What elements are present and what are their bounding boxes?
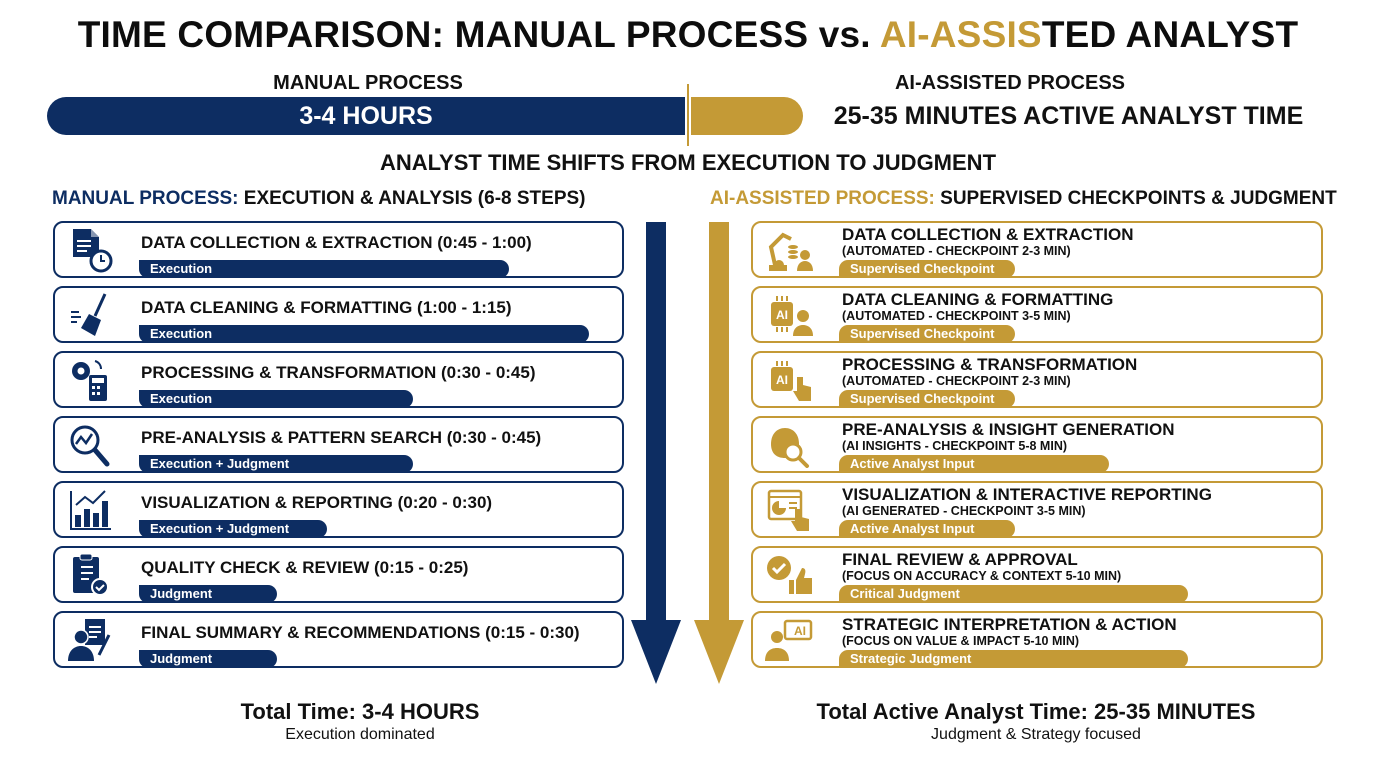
document-clock-icon (73, 229, 113, 273)
step-tag: Execution + Judgment (139, 520, 327, 538)
step-title: DATA COLLECTION & EXTRACTION (0:45 - 1:0… (141, 233, 532, 252)
bar-chart-icon (70, 490, 111, 530)
gear-calculator-icon (72, 360, 107, 401)
manual-step-card: PRE-ANALYSIS & PATTERN SEARCH (0:30 - 0:… (53, 416, 624, 473)
step-subtitle: (AUTOMATED - CHECKPOINT 2-3 MIN) (842, 374, 1071, 388)
ai-step-card: VISUALIZATION & INTERACTIVE REPORTING (A… (751, 481, 1323, 538)
title-part-end: TED ANALYST (1041, 14, 1299, 55)
step-subtitle: (AI GENERATED - CHECKPOINT 3-5 MIN) (842, 504, 1086, 518)
ai-step-card: PRE-ANALYSIS & INSIGHT GENERATION (AI IN… (751, 416, 1323, 473)
step-tag: Execution (139, 325, 589, 343)
check-thumbs-up-icon (767, 556, 812, 594)
ai-section-title: AI-ASSISTED PROCESS: SUPERVISED CHECKPOI… (710, 188, 1337, 210)
step-tag: Execution (139, 260, 509, 278)
step-tag: Judgment (139, 585, 277, 603)
step-subtitle: (AI INSIGHTS - CHECKPOINT 5-8 MIN) (842, 439, 1068, 453)
manual-step-card: QUALITY CHECK & REVIEW (0:15 - 0:25) Jud… (53, 546, 624, 603)
person-ai-chat-icon: AI (765, 619, 813, 661)
ai-chip-touch-icon: AI (771, 361, 811, 401)
manual-section-rest: EXECUTION & ANALYSIS (6-8 STEPS) (238, 188, 586, 209)
step-title: PRE-ANALYSIS & PATTERN SEARCH (0:30 - 0:… (141, 428, 542, 447)
ai-step-card: DATA COLLECTION & EXTRACTION (AUTOMATED … (751, 221, 1323, 278)
manual-down-arrow-icon (631, 222, 681, 684)
ai-process-label: AI-ASSISTED PROCESS (894, 72, 1126, 94)
step-tag: Supervised Checkpoint (839, 390, 1015, 408)
manual-time-bar: 3-4 HOURS (47, 97, 685, 135)
step-title: VISUALIZATION & REPORTING (0:20 - 0:30) (141, 493, 493, 512)
step-subtitle: (FOCUS ON VALUE & IMPACT 5-10 MIN) (842, 634, 1080, 648)
ai-total-time: Total Active Analyst Time: 25-35 MINUTES (816, 699, 1256, 724)
manual-process-label: MANUAL PROCESS (273, 72, 463, 94)
manual-step-card: FINAL SUMMARY & RECOMMENDATIONS (0:15 - … (53, 611, 624, 668)
step-tag: Supervised Checkpoint (839, 325, 1015, 343)
step-subtitle: (FOCUS ON ACCURACY & CONTEXT 5-10 MIN) (842, 569, 1122, 583)
step-subtitle: (AUTOMATED - CHECKPOINT 2-3 MIN) (842, 244, 1071, 258)
manual-total-time: Total Time: 3-4 HOURS (240, 699, 480, 724)
title-part-manual: TIME COMPARISON: MANUAL PROCESS vs. (77, 14, 880, 55)
step-title: VISUALIZATION & INTERACTIVE REPORTING (842, 485, 1212, 504)
ai-steps-list: DATA COLLECTION & EXTRACTION (AUTOMATED … (751, 221, 1323, 676)
ai-total-subtitle: Judgment & Strategy focused (931, 726, 1141, 743)
ai-step-card: AI STRATEGIC INTERPRETATION & ACTION (FO… (751, 611, 1323, 668)
manual-step-card: DATA COLLECTION & EXTRACTION (0:45 - 1:0… (53, 221, 624, 278)
step-tag: Execution + Judgment (139, 455, 413, 473)
step-title: FINAL SUMMARY & RECOMMENDATIONS (0:15 - … (141, 623, 580, 642)
step-tag: Supervised Checkpoint (839, 260, 1015, 278)
step-title: DATA CLEANING & FORMATTING (842, 290, 1114, 309)
step-title: QUALITY CHECK & REVIEW (0:15 - 0:25) (141, 558, 469, 577)
manual-steps-list: DATA COLLECTION & EXTRACTION (0:45 - 1:0… (53, 221, 624, 676)
manual-total-subtitle: Execution dominated (285, 726, 435, 743)
robot-arm-person-icon (768, 232, 813, 271)
svg-text:AI: AI (776, 373, 788, 387)
ai-chip-person-icon: AI (771, 296, 813, 336)
magnifier-chart-icon (70, 425, 110, 467)
clipboard-check-icon (73, 553, 109, 596)
step-tag: Judgment (139, 650, 277, 668)
title-highlight: AI-ASSIS (879, 14, 1042, 55)
person-document-icon (68, 619, 111, 661)
shift-headline: ANALYST TIME SHIFTS FROM EXECUTION TO JU… (379, 150, 997, 175)
svg-text:AI: AI (776, 308, 788, 322)
svg-text:AI: AI (794, 624, 806, 638)
ai-down-arrow-icon (694, 222, 744, 684)
step-tag: Critical Judgment (839, 585, 1188, 603)
ai-section-accent: AI-ASSISTED PROCESS: (710, 188, 935, 209)
ai-time-value: 25-35 MINUTES ACTIVE ANALYST TIME (833, 102, 1304, 130)
step-tag: Strategic Judgment (839, 650, 1188, 668)
step-title: STRATEGIC INTERPRETATION & ACTION (842, 615, 1177, 634)
manual-step-card: PROCESSING & TRANSFORMATION (0:30 - 0:45… (53, 351, 624, 408)
ai-step-card: AI DATA CLEANING & FORMATTING (AUTOMATED… (751, 286, 1323, 343)
step-title: DATA CLEANING & FORMATTING (1:00 - 1:15) (141, 298, 512, 317)
brain-magnifier-icon (771, 428, 809, 468)
step-tag: Active Analyst Input (839, 455, 1109, 473)
step-title: PRE-ANALYSIS & INSIGHT GENERATION (842, 420, 1175, 439)
manual-section-accent: MANUAL PROCESS: (52, 188, 239, 209)
step-title: PROCESSING & TRANSFORMATION (0:30 - 0:45… (141, 363, 536, 382)
ai-section-rest: SUPERVISED CHECKPOINTS & JUDGMENT (934, 188, 1337, 209)
manual-section-title: MANUAL PROCESS: EXECUTION & ANALYSIS (6-… (52, 188, 586, 210)
ai-step-card: AI PROCESSING & TRANSFORMATION (AUTOMATE… (751, 351, 1323, 408)
manual-step-card: VISUALIZATION & REPORTING (0:20 - 0:30) … (53, 481, 624, 538)
broom-icon (71, 293, 107, 336)
manual-step-card: DATA CLEANING & FORMATTING (1:00 - 1:15)… (53, 286, 624, 343)
page-title: TIME COMPARISON: MANUAL PROCESS vs. AI-A… (0, 14, 1376, 56)
step-title: DATA COLLECTION & EXTRACTION (842, 225, 1134, 244)
step-tag: Execution (139, 390, 413, 408)
step-title: PROCESSING & TRANSFORMATION (842, 355, 1138, 374)
dashboard-touch-icon (767, 489, 809, 531)
step-tag: Active Analyst Input (839, 520, 1015, 538)
step-title: FINAL REVIEW & APPROVAL (842, 550, 1078, 569)
ai-time-bar (691, 97, 803, 135)
bar-divider (687, 84, 689, 146)
step-subtitle: (AUTOMATED - CHECKPOINT 3-5 MIN) (842, 309, 1071, 323)
ai-step-card: FINAL REVIEW & APPROVAL (FOCUS ON ACCURA… (751, 546, 1323, 603)
